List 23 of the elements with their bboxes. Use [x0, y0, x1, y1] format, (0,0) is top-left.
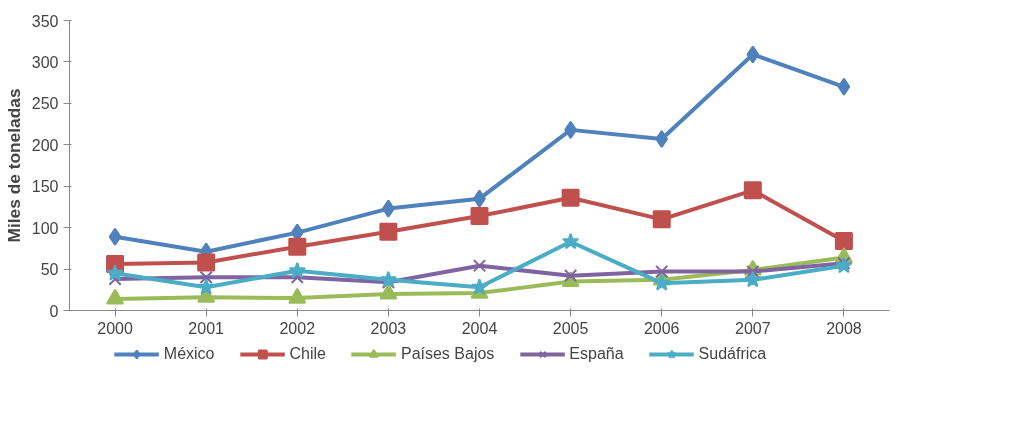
y-tick-label: 300: [31, 53, 59, 71]
x-tick-label: 2003: [370, 319, 407, 337]
y-tick-label: 200: [31, 136, 59, 154]
x-tick-label: 2007: [735, 319, 771, 337]
x-tick-label: 2005: [552, 319, 589, 337]
y-axis-title: Miles de toneladas: [3, 88, 24, 243]
y-tick-label: 100: [31, 219, 59, 237]
x-tick-label: 2000: [97, 319, 133, 337]
x-tick-label: 2006: [643, 319, 680, 337]
legend-label: México: [163, 345, 215, 363]
legend-label: Chile: [289, 345, 326, 363]
y-tick-label: 250: [31, 95, 59, 113]
y-tick-label: 350: [31, 12, 59, 30]
y-tick-label: 50: [40, 261, 59, 279]
x-tick-label: 2008: [826, 319, 862, 337]
x-tick-label: 2004: [461, 319, 498, 337]
legend-label: Sudáfrica: [698, 345, 767, 363]
x-tick-label: 2002: [279, 319, 316, 337]
y-tick-label: 0: [49, 302, 59, 320]
legend-label: Países Bajos: [400, 345, 495, 363]
x-tick-label: 2001: [188, 319, 225, 337]
legend-label: España: [569, 345, 624, 363]
y-tick-label: 150: [31, 178, 59, 196]
